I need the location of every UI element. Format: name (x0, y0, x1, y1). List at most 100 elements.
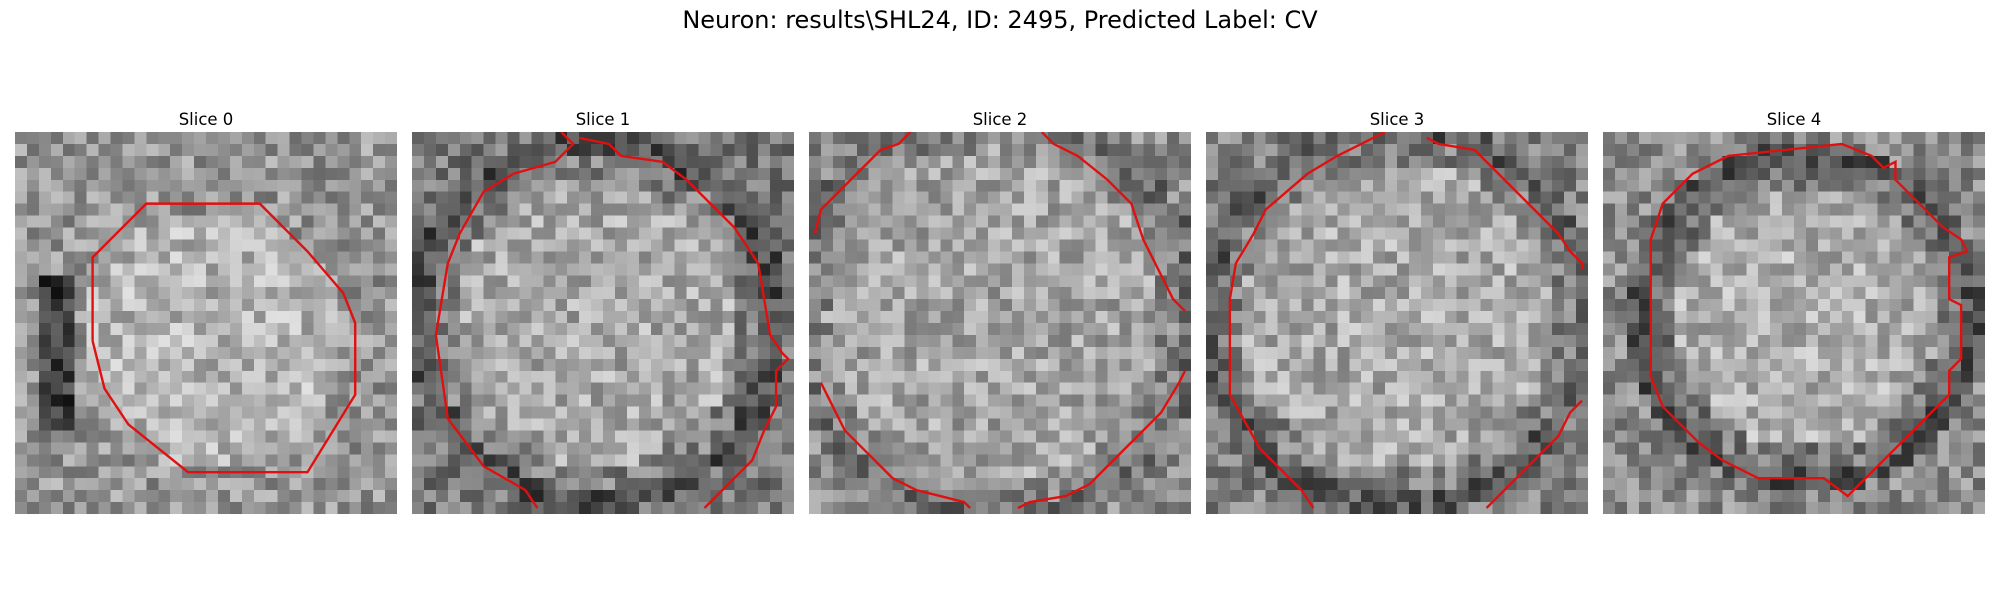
image-pixel (1155, 490, 1168, 503)
image-pixel (1805, 215, 1819, 228)
image-pixel (170, 382, 183, 395)
image-pixel (62, 263, 75, 276)
image-pixel (194, 334, 207, 348)
image-pixel (1698, 251, 1711, 264)
image-pixel (734, 358, 747, 371)
image-pixel (1023, 430, 1037, 443)
image-pixel (1131, 502, 1144, 514)
image-pixel (1349, 299, 1362, 312)
image-pixel (74, 287, 87, 300)
image-pixel (1710, 191, 1723, 204)
image-pixel (1746, 370, 1759, 383)
image-pixel (412, 215, 425, 228)
image-pixel (1540, 143, 1553, 157)
image-pixel (1901, 406, 1914, 419)
image-pixel (1289, 418, 1302, 431)
image-pixel (277, 406, 290, 419)
image-pixel (170, 454, 183, 467)
image-pixel (1698, 287, 1711, 300)
image-pixel (206, 346, 219, 360)
image-pixel (1456, 430, 1469, 443)
image-pixel (892, 346, 905, 360)
image-pixel (1143, 502, 1156, 514)
image-pixel (916, 454, 929, 467)
image-pixel (1889, 418, 1902, 431)
image-pixel (1265, 382, 1278, 395)
image-pixel (241, 382, 254, 395)
image-pixel (1361, 466, 1374, 479)
image-pixel (158, 299, 171, 312)
image-pixel (206, 394, 219, 407)
image-pixel (868, 406, 881, 419)
image-pixel (916, 466, 929, 479)
image-pixel (1901, 370, 1914, 383)
image-pixel (519, 263, 532, 276)
image-pixel (1444, 239, 1457, 252)
image-pixel (1349, 275, 1362, 288)
image-pixel (746, 370, 759, 383)
image-pixel (782, 287, 794, 300)
image-pixel (1408, 215, 1422, 228)
image-pixel (182, 346, 195, 360)
image-pixel (1373, 239, 1386, 252)
image-pixel (495, 251, 508, 264)
image-pixel (519, 299, 532, 312)
image-pixel (1337, 490, 1350, 503)
image-pixel (1361, 346, 1374, 360)
image-pixel (50, 251, 63, 264)
image-pixel (337, 191, 350, 204)
image-pixel (423, 287, 437, 300)
image-pixel (844, 227, 857, 240)
image-pixel (1698, 275, 1711, 288)
image-pixel (1313, 251, 1326, 264)
image-pixel (1143, 287, 1156, 300)
image-pixel (868, 478, 881, 491)
image-pixel (1420, 287, 1434, 300)
image-pixel (241, 239, 254, 252)
image-pixel (1095, 155, 1108, 169)
image-pixel (1277, 490, 1290, 503)
image-pixel (1626, 394, 1640, 407)
image-pixel (146, 406, 159, 419)
image-pixel (313, 323, 326, 336)
image-pixel (686, 394, 699, 407)
image-pixel (1626, 263, 1640, 276)
image-pixel (1480, 143, 1493, 157)
image-pixel (1794, 275, 1807, 288)
image-pixel (856, 430, 869, 443)
image-pixel (1889, 275, 1902, 288)
image-pixel (722, 454, 735, 467)
image-pixel (253, 203, 266, 216)
image-pixel (158, 466, 171, 479)
image-pixel (904, 358, 917, 371)
image-pixel (1432, 490, 1445, 503)
image-pixel (471, 239, 484, 252)
image-pixel (519, 394, 532, 407)
image-pixel (435, 502, 449, 514)
image-pixel (495, 478, 508, 491)
image-pixel (265, 311, 278, 324)
image-pixel (1758, 311, 1771, 324)
image-pixel (1385, 287, 1398, 300)
image-pixel (1456, 251, 1469, 264)
image-pixel (916, 179, 929, 192)
image-pixel (1782, 155, 1795, 169)
image-pixel (1901, 275, 1914, 288)
image-pixel (567, 155, 580, 169)
image-pixel (1420, 478, 1434, 491)
image-pixel (325, 227, 338, 240)
image-pixel (650, 442, 663, 455)
image-pixel (1698, 143, 1711, 157)
image-pixel (1650, 167, 1663, 180)
image-pixel (782, 311, 794, 324)
image-pixel (1408, 263, 1422, 276)
image-pixel (325, 132, 338, 145)
image-pixel (626, 418, 640, 431)
image-pixel (1770, 418, 1783, 431)
image-pixel (844, 179, 857, 192)
image-pixel (447, 454, 460, 467)
image-pixel (253, 311, 266, 324)
image-pixel (1349, 132, 1362, 145)
image-pixel (603, 323, 616, 336)
image-pixel (495, 394, 508, 407)
